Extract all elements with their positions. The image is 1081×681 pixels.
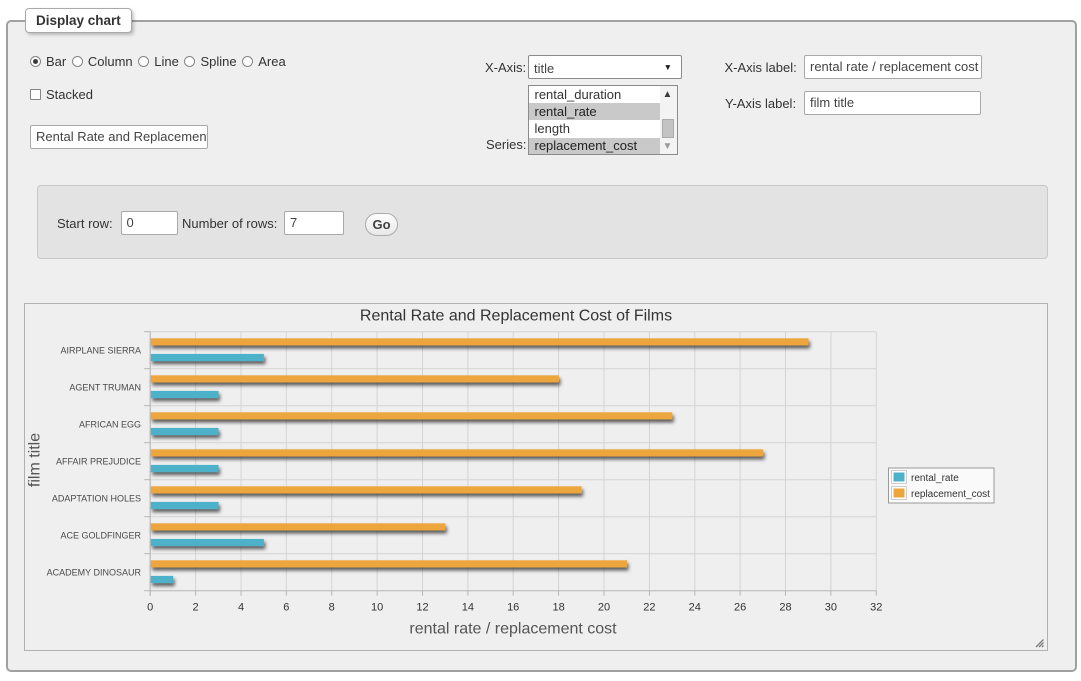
svg-text:rental_rate: rental_rate [911, 473, 959, 484]
svg-text:Rental Rate and Replacement Co: Rental Rate and Replacement Cost of Film… [360, 307, 672, 324]
svg-text:2: 2 [193, 601, 199, 613]
svg-text:14: 14 [462, 601, 474, 613]
svg-text:16: 16 [507, 601, 519, 613]
svg-text:10: 10 [371, 601, 383, 613]
svg-text:12: 12 [416, 601, 428, 613]
svg-text:26: 26 [734, 601, 746, 613]
svg-text:24: 24 [689, 601, 701, 613]
svg-text:ACE GOLDFINGER: ACE GOLDFINGER [60, 530, 141, 540]
svg-text:18: 18 [552, 601, 564, 613]
svg-text:AGENT TRUMAN: AGENT TRUMAN [69, 382, 141, 392]
svg-text:ACADEMY DINOSAUR: ACADEMY DINOSAUR [47, 567, 142, 577]
svg-text:film title: film title [26, 432, 43, 486]
svg-text:32: 32 [870, 601, 882, 613]
svg-text:20: 20 [598, 601, 610, 613]
svg-text:4: 4 [238, 601, 244, 613]
svg-text:0: 0 [147, 601, 153, 613]
svg-text:AFFAIR PREJUDICE: AFFAIR PREJUDICE [56, 456, 141, 466]
svg-text:28: 28 [779, 601, 791, 613]
svg-text:6: 6 [283, 601, 289, 613]
svg-text:8: 8 [329, 601, 335, 613]
svg-text:AIRPLANE SIERRA: AIRPLANE SIERRA [60, 345, 141, 355]
svg-text:AFRICAN EGG: AFRICAN EGG [79, 419, 141, 429]
svg-text:rental rate / replacement cost: rental rate / replacement cost [409, 620, 617, 637]
svg-text:replacement_cost: replacement_cost [911, 489, 990, 500]
svg-text:ADAPTATION HOLES: ADAPTATION HOLES [52, 493, 141, 503]
svg-text:30: 30 [825, 601, 837, 613]
svg-text:22: 22 [643, 601, 655, 613]
